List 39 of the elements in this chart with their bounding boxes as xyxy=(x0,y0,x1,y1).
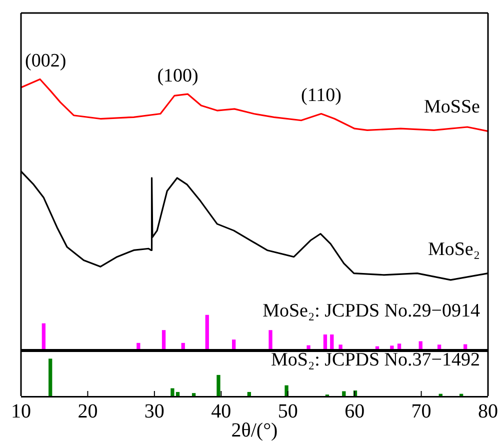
x-tick-label: 40 xyxy=(211,400,232,422)
x-tick-label: 20 xyxy=(78,400,98,422)
bar xyxy=(338,344,342,349)
bar xyxy=(192,393,196,396)
x-tick-label: 80 xyxy=(478,400,498,422)
annotation: (110) xyxy=(300,85,342,106)
x-tick-label: 70 xyxy=(411,400,432,422)
bar xyxy=(42,323,46,349)
series-label: MoSe₂ xyxy=(428,238,480,260)
bar xyxy=(162,330,166,349)
x-axis-title: 2θ/(°) xyxy=(231,419,278,442)
bar xyxy=(216,374,220,396)
bar xyxy=(418,341,422,349)
bar xyxy=(48,358,52,396)
x-tick-label: 10 xyxy=(11,400,31,422)
bar xyxy=(247,392,251,396)
bar xyxy=(323,334,328,349)
annotation: (100) xyxy=(157,66,198,87)
bar xyxy=(268,330,272,349)
bar xyxy=(437,344,442,349)
bar xyxy=(232,340,236,349)
bar xyxy=(136,342,140,349)
annotation: (002) xyxy=(25,50,66,72)
x-tick-label: 30 xyxy=(144,400,164,422)
bar xyxy=(342,391,346,396)
bar xyxy=(181,342,185,349)
bar xyxy=(205,314,209,349)
bar xyxy=(306,345,310,349)
bar xyxy=(375,346,380,349)
x-tick-label: 50 xyxy=(278,400,298,422)
x-tick-label: 60 xyxy=(344,400,365,422)
bar xyxy=(390,346,394,349)
series-label: MoSSe xyxy=(424,96,480,118)
bar xyxy=(463,344,468,349)
annotation: MoS₂: JCPDS No.37−1492 xyxy=(271,349,480,370)
bar xyxy=(284,385,288,396)
annotation: MoSe₂: JCPDS No.29−0914 xyxy=(262,300,480,322)
bar xyxy=(397,344,402,349)
bar xyxy=(330,334,334,349)
